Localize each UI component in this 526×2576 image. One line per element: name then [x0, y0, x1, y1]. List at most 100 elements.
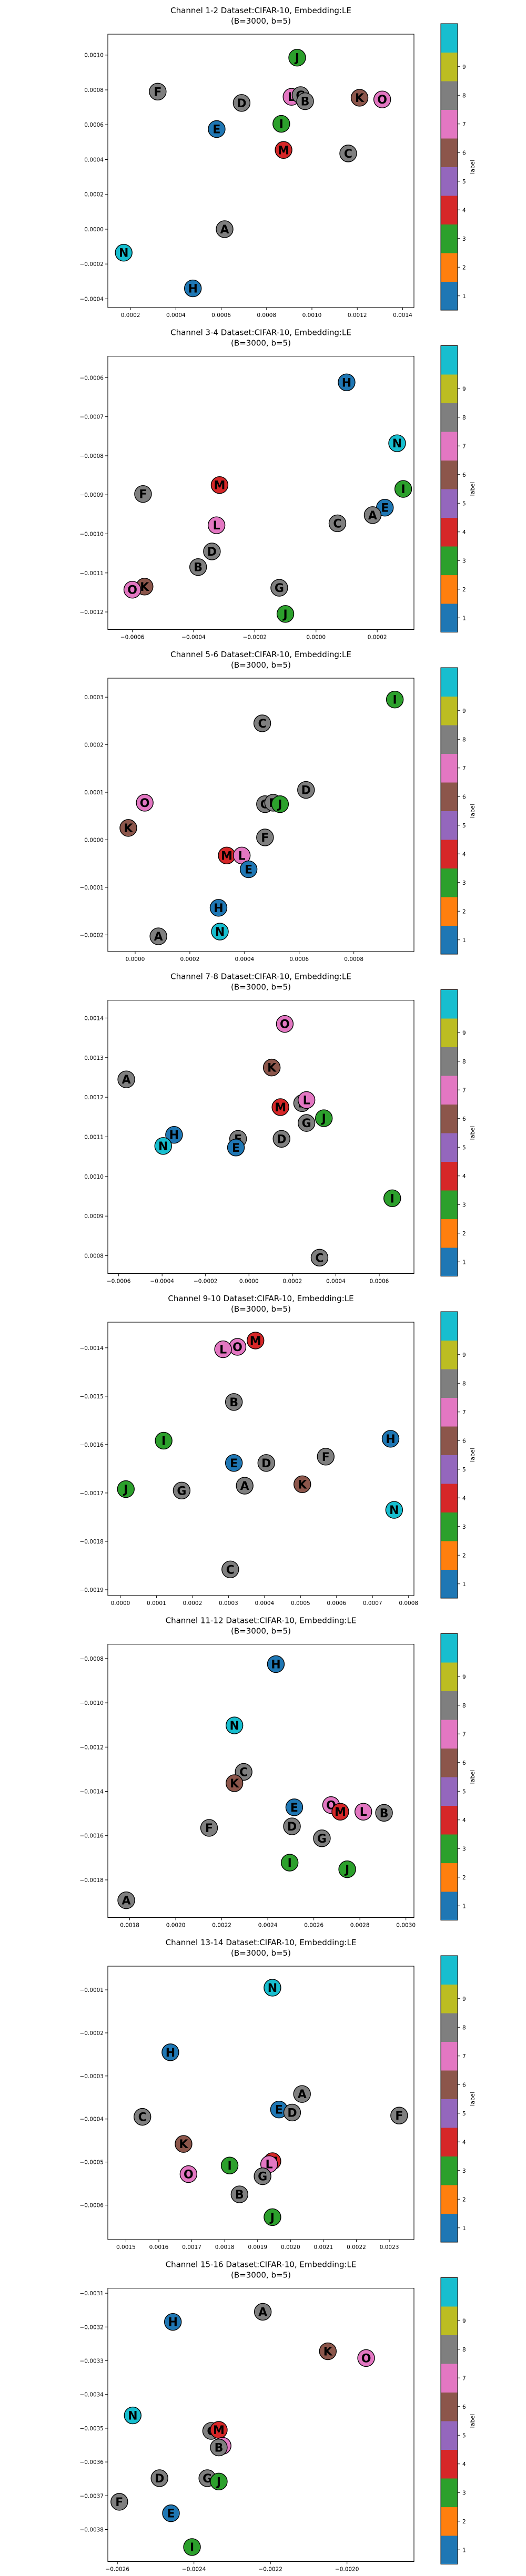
point-label: J	[277, 799, 282, 812]
colorbar-segment	[441, 167, 458, 196]
colorbar-segment	[441, 2128, 458, 2156]
data-point-J: J	[117, 1480, 135, 1498]
colorbar-segment	[441, 2507, 458, 2536]
data-point-O: O	[357, 2349, 375, 2367]
point-marker	[338, 373, 356, 391]
y-tick-label: −0.0018	[79, 1539, 104, 1545]
colorbar-tick-label: 7	[462, 443, 466, 449]
point-marker	[175, 2135, 193, 2153]
point-label: C	[333, 517, 341, 530]
colorbar-tick-label: 8	[462, 93, 466, 99]
y-tick-label: −0.0002	[79, 2030, 104, 2037]
x-tick-label: 0.0000	[306, 635, 326, 641]
point-marker	[296, 92, 314, 110]
point-marker	[385, 1501, 403, 1519]
point-label: M	[335, 1806, 346, 1819]
point-marker	[162, 2504, 180, 2522]
point-marker	[225, 1454, 243, 1472]
point-label: L	[360, 1806, 367, 1819]
point-marker	[339, 145, 357, 162]
point-marker	[283, 2103, 301, 2122]
point-label: M	[278, 144, 289, 157]
y-tick-label: −0.0010	[79, 1700, 104, 1706]
data-point-J: J	[288, 49, 306, 67]
colorbar-segment	[441, 1248, 458, 1276]
point-marker	[203, 543, 221, 560]
colorbar-segment	[441, 1047, 458, 1076]
point-marker	[117, 1480, 135, 1498]
point-marker	[209, 899, 228, 917]
y-tick-label: 0.0012	[84, 1095, 104, 1101]
colorbar-segment	[441, 1662, 458, 1691]
data-point-K: K	[350, 89, 369, 107]
point-label: J	[294, 52, 299, 65]
point-label: G	[302, 1117, 311, 1130]
x-tick-label: 0.0016	[149, 2244, 169, 2251]
y-tick-label: 0.0001	[84, 790, 104, 796]
point-label: J	[321, 1112, 326, 1126]
colorbar-tick-label: 2	[462, 2196, 466, 2203]
point-marker	[271, 1098, 289, 1116]
colorbar-segment	[441, 196, 458, 224]
x-tick-label: 0.0018	[120, 1923, 139, 1929]
plot-frame	[107, 1643, 414, 1918]
data-point-B: B	[375, 1804, 393, 1822]
y-tick-label: −0.0002	[79, 932, 104, 938]
point-marker	[285, 1798, 304, 1816]
colorbar-tick-label: 6	[462, 472, 466, 478]
panel-1: Channel 1-2 Dataset:CIFAR-10, Embedding:…	[79, 6, 476, 319]
colorbar-tick-label: 7	[462, 2375, 466, 2381]
x-tick-label: 0.0020	[281, 2244, 300, 2251]
y-tick-label: −0.0002	[79, 261, 104, 268]
data-point-J: J	[264, 2208, 281, 2226]
data-point-I: I	[183, 2538, 201, 2556]
y-tick-label: −0.0034	[79, 2392, 104, 2398]
colorbar-frame	[440, 1633, 458, 1920]
chart-title: Channel 1-2 Dataset:CIFAR-10, Embedding:…	[170, 6, 351, 15]
point-marker	[297, 1114, 316, 1132]
data-point-O: O	[373, 90, 391, 108]
data-point-N: N	[385, 1501, 403, 1519]
data-point-F: F	[134, 485, 152, 503]
colorbar-segment	[441, 1892, 458, 1920]
y-tick-label: 0.0011	[84, 1134, 104, 1141]
y-tick-label: −0.0032	[79, 2324, 104, 2330]
point-marker	[267, 1655, 285, 1673]
point-marker	[179, 2165, 198, 2183]
point-label: C	[226, 1563, 235, 1577]
colorbar-tick-label: 2	[462, 1231, 466, 1237]
x-tick-label: −0.0002	[194, 1279, 218, 1285]
x-tick-label: 0.0006	[370, 1279, 389, 1285]
y-tick-label: −0.0009	[79, 492, 104, 498]
point-label: O	[127, 584, 137, 597]
point-label: A	[298, 2088, 307, 2101]
plot-frame	[107, 999, 414, 1274]
y-tick-label: −0.0033	[79, 2358, 104, 2365]
x-tick-label: 0.0005	[291, 1600, 310, 1607]
colorbar-tick-label: 9	[462, 1030, 466, 1036]
colorbar-segment	[441, 2364, 458, 2393]
colorbar-tick-label: 9	[462, 1352, 466, 1358]
point-marker	[328, 514, 347, 533]
colorbar-tick-label: 5	[462, 179, 466, 185]
colorbar-tick-label: 9	[462, 1996, 466, 2002]
data-point-D: D	[150, 2469, 168, 2487]
chart-subtitle: (B=3000, b=5)	[231, 983, 291, 992]
point-label: G	[258, 2171, 267, 2184]
data-point-M: M	[331, 1803, 349, 1821]
x-tick-label: 0.0003	[219, 1600, 238, 1607]
point-label: G	[275, 582, 284, 595]
colorbar-tick-label: 1	[462, 1259, 466, 1265]
y-tick-label: 0.0010	[84, 53, 104, 59]
data-point-F: F	[200, 1819, 218, 1837]
colorbar-tick-label: 6	[462, 2082, 466, 2088]
colorbar-segment	[441, 403, 458, 432]
colorbar-segment	[441, 52, 458, 81]
data-point-C: C	[134, 2108, 151, 2126]
point-marker	[225, 1716, 244, 1734]
colorbar-tick-label: 3	[462, 236, 466, 242]
colorbar-tick-label: 5	[462, 1788, 466, 1795]
colorbar-frame	[440, 667, 458, 955]
data-point-F: F	[149, 83, 167, 100]
data-point-E: E	[239, 860, 258, 878]
